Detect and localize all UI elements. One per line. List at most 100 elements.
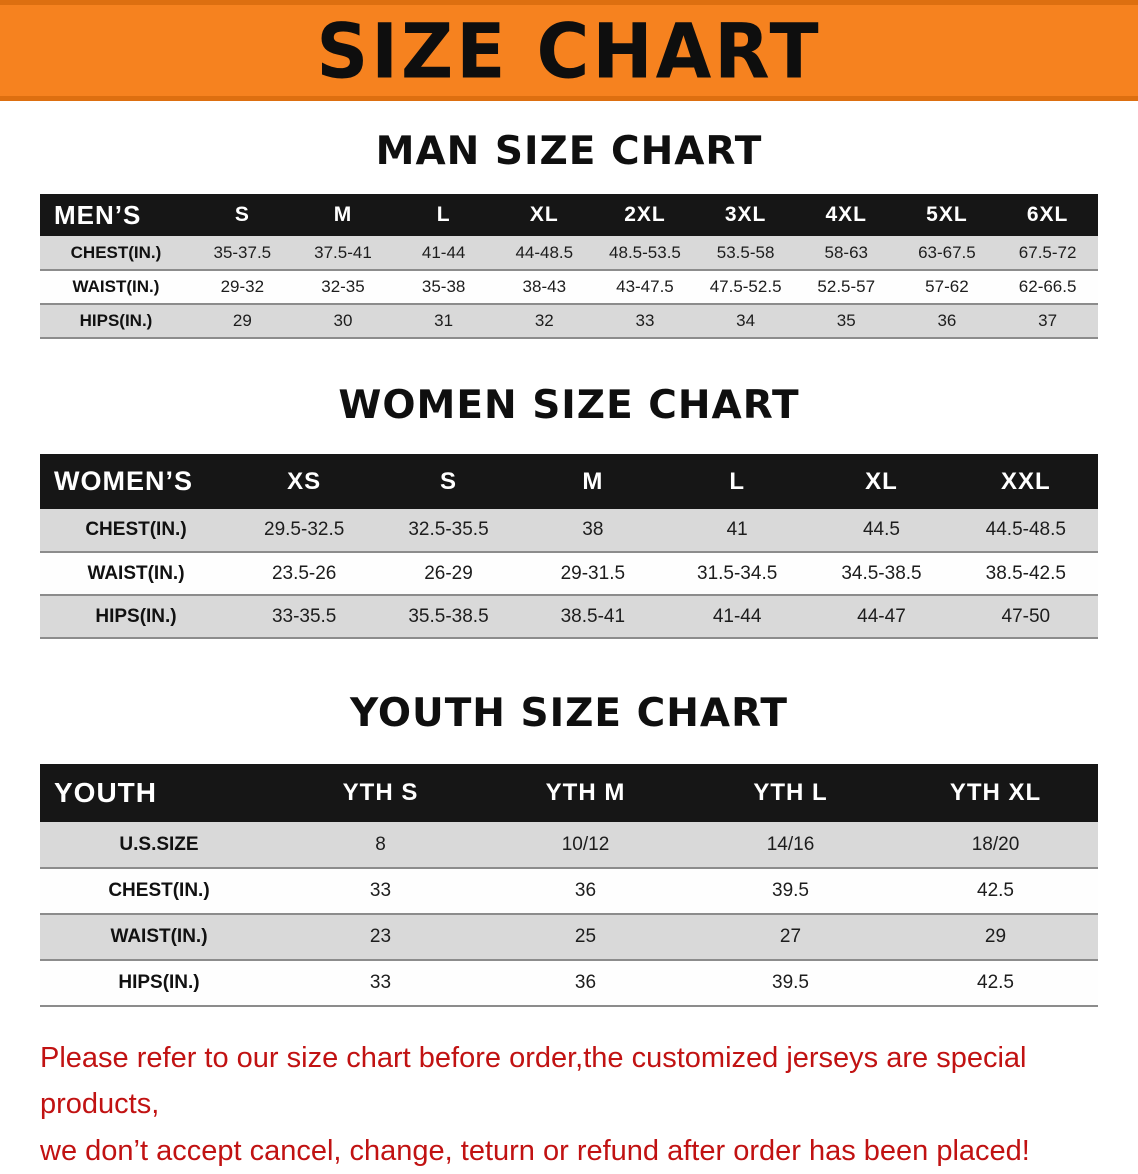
measurement-value-cell: 35 bbox=[836, 311, 856, 330]
measurement-label-cell: CHEST(IN.) bbox=[85, 519, 187, 540]
measurement-value-cell: 32 bbox=[534, 311, 554, 330]
measurement-value-cell: 38.5-42.5 bbox=[985, 562, 1066, 584]
measurement-row: U.S.SIZE 8 10/12 14/16 18/20 bbox=[40, 822, 1098, 868]
size-column-header: 6XL bbox=[997, 194, 1098, 236]
header-row: YOUTH YTH S YTH M YTH L YTH XL bbox=[40, 764, 1098, 822]
youth-size-table: YOUTH YTH S YTH M YTH L YTH XL U.S.SIZE 8 10/12… bbox=[40, 764, 1098, 1007]
measurement-value-cell: 33 bbox=[635, 311, 655, 330]
measurement-value-cell: 36 bbox=[574, 880, 597, 901]
measurement-label-cell: U.S.SIZE bbox=[119, 833, 199, 855]
measurement-value-cell: 32.5-35.5 bbox=[408, 519, 489, 540]
size-column-header: XS bbox=[232, 454, 377, 509]
measurement-value-cell: 23 bbox=[369, 926, 392, 947]
measurement-value-cell: 33-35.5 bbox=[271, 605, 337, 627]
measurement-value-cell: 30 bbox=[333, 311, 353, 330]
measurement-value-cell: 44-47 bbox=[857, 605, 906, 627]
measurement-value-cell: 31.5-34.5 bbox=[697, 562, 778, 584]
measurement-value-cell: 26-29 bbox=[424, 562, 473, 584]
size-column-header: XL bbox=[809, 454, 954, 509]
measurement-value-cell: 35-37.5 bbox=[213, 242, 272, 262]
measurement-value-cell: 53.5-58 bbox=[716, 242, 775, 262]
measurement-value-cell: 33 bbox=[369, 880, 392, 901]
size-column-header: XL bbox=[493, 194, 595, 236]
measurement-label-cell: HIPS(IN.) bbox=[118, 972, 200, 993]
header-row: MEN’S S M L XL 2XL 3XL 4XL 5XL 6XL bbox=[40, 194, 1098, 236]
size-column-header: S bbox=[376, 454, 521, 509]
measurement-value-cell: 36 bbox=[574, 972, 597, 993]
measurement-value-cell: 43-47.5 bbox=[616, 277, 674, 296]
header-row: WOMEN’S XS S M L XL XXL bbox=[40, 454, 1098, 509]
size-column-header: YTH XL bbox=[893, 764, 1098, 822]
measurement-value-cell: 29-32 bbox=[220, 277, 265, 296]
measurement-value-cell: 35-38 bbox=[421, 277, 466, 296]
size-column-header: YTH S bbox=[278, 764, 483, 822]
measurement-value-cell: 8 bbox=[375, 833, 386, 855]
measurement-value-cell: 52.5-57 bbox=[817, 277, 876, 296]
men-section-heading: MAN SIZE CHART bbox=[375, 129, 763, 174]
measurement-value-cell: 39.5 bbox=[772, 880, 809, 901]
measurement-value-cell: 10/12 bbox=[561, 833, 610, 855]
measurement-value-cell: 18/20 bbox=[971, 833, 1020, 855]
men-section: MAN SIZE CHART MEN’S S M L XL 2XL 3XL 4XL 5XL 6XL… bbox=[0, 129, 1138, 339]
measurement-value-cell: 41-44 bbox=[712, 605, 762, 627]
measurement-value-cell: 62-66.5 bbox=[1018, 277, 1077, 296]
measurement-value-cell: 32-35 bbox=[321, 277, 365, 296]
measurement-label-cell: HIPS(IN.) bbox=[95, 605, 177, 627]
measurement-row: WAIST(IN.) 29-32 32-35 35-38 38-43 43-47.5 47.… bbox=[40, 270, 1098, 304]
measurement-label-cell: CHEST(IN.) bbox=[70, 242, 162, 262]
measurement-row: WAIST(IN.) 23.5-26 26-29 29-31.5 31.5-34.5 34… bbox=[40, 552, 1098, 595]
measurement-row: CHEST(IN.) 33 36 39.5 42.5 bbox=[40, 868, 1098, 914]
men-size-table: MEN’S S M L XL 2XL 3XL 4XL 5XL 6XL CHEST(IN.) 35-37… bbox=[40, 194, 1098, 339]
measurement-value-cell: 48.5-53.5 bbox=[609, 242, 681, 262]
measurement-row: HIPS(IN.) 33 36 39.5 42.5 bbox=[40, 960, 1098, 1006]
size-column-header: YTH M bbox=[483, 764, 688, 822]
measurement-value-cell: 38-43 bbox=[522, 277, 567, 296]
measurement-value-cell: 42.5 bbox=[977, 972, 1014, 993]
measurement-value-cell: 37.5-41 bbox=[314, 242, 372, 262]
page-title: SIZE CHART bbox=[316, 6, 822, 95]
measurement-value-cell: 27 bbox=[779, 926, 802, 947]
size-column-header: M bbox=[520, 454, 665, 509]
measurement-value-cell: 47-50 bbox=[1001, 605, 1051, 627]
measurement-value-cell: 29 bbox=[232, 311, 252, 330]
measurement-value-cell: 42.5 bbox=[977, 880, 1014, 901]
measurement-value-cell: 29.5-32.5 bbox=[264, 519, 345, 540]
size-column-header: M bbox=[292, 194, 394, 236]
measurement-label-cell: HIPS(IN.) bbox=[79, 311, 153, 330]
disclaimer-line-2: we don’t accept cancel, change, teturn o… bbox=[40, 1134, 1030, 1167]
measurement-value-cell: 34.5-38.5 bbox=[841, 562, 922, 584]
disclaimer: Please refer to our size chart before or… bbox=[40, 1035, 1098, 1174]
measurement-value-cell: 63-67.5 bbox=[918, 242, 976, 262]
size-column-header: L bbox=[664, 454, 810, 509]
measurement-value-cell: 58-63 bbox=[824, 242, 868, 262]
measurement-value-cell: 44-48.5 bbox=[515, 242, 574, 262]
disclaimer-line-1: Please refer to our size chart before or… bbox=[40, 1042, 1027, 1121]
table-title-cell: MEN’S bbox=[40, 194, 192, 236]
measurement-value-cell: 23.5-26 bbox=[271, 562, 337, 584]
measurement-row: CHEST(IN.) 29.5-32.5 32.5-35.5 38 41 44.5 44.5… bbox=[40, 509, 1098, 552]
measurement-value-cell: 29 bbox=[984, 926, 1007, 947]
measurement-value-cell: 39.5 bbox=[772, 972, 809, 993]
measurement-value-cell: 37 bbox=[1038, 311, 1058, 330]
measurement-value-cell: 41 bbox=[726, 519, 748, 540]
measurement-value-cell: 38 bbox=[582, 519, 604, 540]
measurement-value-cell: 29-31.5 bbox=[560, 562, 626, 584]
measurement-label-cell: WAIST(IN.) bbox=[110, 926, 208, 947]
measurement-value-cell: 14/16 bbox=[766, 833, 815, 855]
table-title-cell: YOUTH bbox=[40, 764, 278, 822]
measurement-value-cell: 57-62 bbox=[925, 277, 969, 296]
measurement-value-cell: 25 bbox=[574, 926, 597, 947]
measurement-value-cell: 36 bbox=[937, 311, 957, 330]
measurement-value-cell: 67.5-72 bbox=[1018, 242, 1077, 262]
measurement-label-cell: CHEST(IN.) bbox=[108, 880, 210, 901]
size-column-header: XXL bbox=[953, 454, 1098, 509]
size-column-header: YTH L bbox=[688, 764, 893, 822]
measurement-value-cell: 38.5-41 bbox=[560, 605, 626, 627]
women-section-heading: WOMEN SIZE CHART bbox=[338, 383, 800, 428]
measurement-row: CHEST(IN.) 35-37.5 37.5-41 41-44 44-48.5 48.5… bbox=[40, 236, 1098, 270]
table-title-cell: WOMEN’S bbox=[40, 454, 232, 509]
measurement-label-cell: WAIST(IN.) bbox=[87, 562, 185, 584]
measurement-row: HIPS(IN.) 29 30 31 32 33 34 35 36 37 bbox=[40, 304, 1098, 338]
women-size-table: WOMEN’S XS S M L XL XXL CHEST(IN.) 29.5-32.5 32.5… bbox=[40, 454, 1098, 639]
size-column-header: 4XL bbox=[795, 194, 897, 236]
